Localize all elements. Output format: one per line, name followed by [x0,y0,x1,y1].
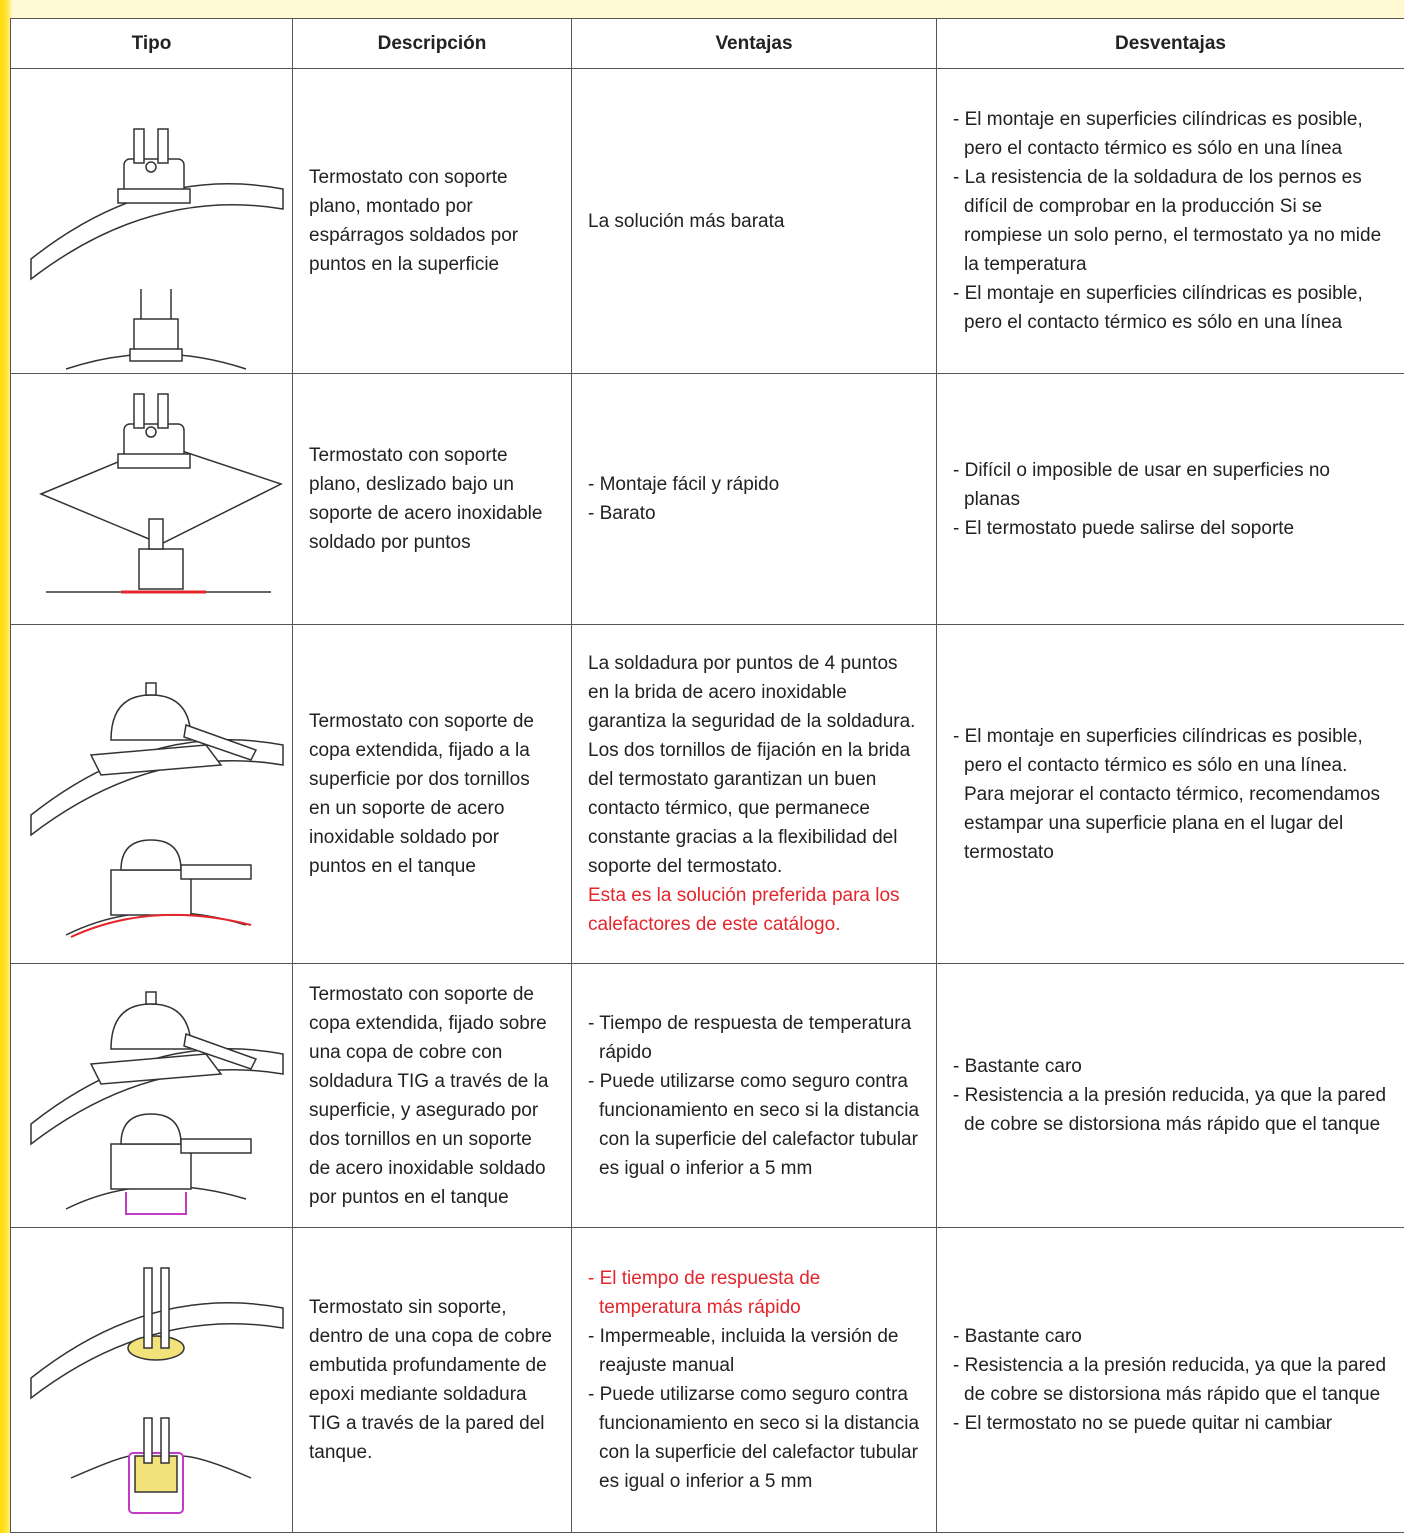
list-item: - Puede utilizarse como seguro contra fu… [588,1380,920,1496]
header-cell: Descripción [293,19,572,69]
list-item: - Resistencia a la presión reducida, ya … [953,1081,1388,1139]
advantages: La soldadura por puntos de 4 puntos en l… [572,625,937,964]
row: Termostato con soporte plano, deslizado … [11,374,1404,625]
illustration [11,1228,293,1532]
list-item: - El montaje en superficies cilíndricas … [953,279,1388,337]
list-item: - Tiempo de respuesta de temperatura ráp… [588,1009,920,1067]
list-item: La solución más barata [588,207,920,236]
row: Termostato con soporte plano, montado po… [11,69,1404,374]
disadvantages: - El montaje en superficies cilíndricas … [937,625,1404,964]
description: Termostato con soporte plano, montado po… [293,69,572,374]
row: Termostato sin soporte, dentro de una co… [11,1228,1404,1533]
list-item: - Impermeable, incluida la versión de re… [588,1322,920,1380]
list-item: - El montaje en superficies cilíndricas … [953,105,1388,163]
list-item: - Resistencia a la presión reducida, ya … [953,1351,1388,1409]
list-item: - La resistencia de la soldadura de los … [953,163,1388,279]
description: Termostato sin soporte, dentro de una co… [293,1228,572,1533]
list-item: - Barato [588,499,920,528]
list-item: - Montaje fácil y rápido [588,470,920,499]
image-cell [11,69,293,374]
image-cell [11,964,293,1228]
list-item: - El termostato puede salirse del soport… [953,514,1388,543]
illustration [11,964,293,1227]
description: Termostato con soporte de copa extendida… [293,964,572,1228]
header-cell: Ventajas [572,19,937,69]
list-item: - Difícil o imposible de usar en superfi… [953,456,1388,514]
list-item: - El montaje en superficies cilíndricas … [953,722,1388,867]
advantages: - Tiempo de respuesta de temperatura ráp… [572,964,937,1228]
disadvantages: - Difícil o imposible de usar en superfi… [937,374,1404,625]
disadvantages: - Bastante caro- Resistencia a la presió… [937,1228,1404,1533]
row: Termostato con soporte de copa extendida… [11,964,1404,1228]
list-item: - El termostato no se puede quitar ni ca… [953,1409,1388,1438]
header-cell: Tipo [11,19,293,69]
list-item: La soldadura por puntos de 4 puntos en l… [588,649,920,881]
row: Termostato con soporte de copa extendida… [11,625,1404,964]
disadvantages: - El montaje en superficies cilíndricas … [937,69,1404,374]
illustration [11,69,293,373]
header-row: Tipo Descripción Ventajas Desventajas [11,19,1404,69]
advantages: La solución más barata [572,69,937,374]
advantages: - Montaje fácil y rápido- Barato [572,374,937,625]
disadvantages: - Bastante caro- Resistencia a la presió… [937,964,1404,1228]
description: Termostato con soporte plano, deslizado … [293,374,572,625]
list-item: - Bastante caro [953,1322,1388,1351]
image-cell [11,1228,293,1533]
advantages: - El tiempo de respuesta de temperatura … [572,1228,937,1533]
description: Termostato con soporte de copa extendida… [293,625,572,964]
illustration [11,625,293,963]
list-item: Esta es la solución preferida para los c… [588,881,920,939]
comparison-table: Tipo Descripción Ventajas Desventajas Te… [10,18,1404,1533]
image-cell [11,374,293,625]
list-item: - Puede utilizarse como seguro contra fu… [588,1067,920,1183]
list-item: - Bastante caro [953,1052,1388,1081]
image-cell [11,625,293,964]
illustration [11,374,293,624]
list-item: - El tiempo de respuesta de temperatura … [588,1264,920,1322]
header-cell: Desventajas [937,19,1404,69]
